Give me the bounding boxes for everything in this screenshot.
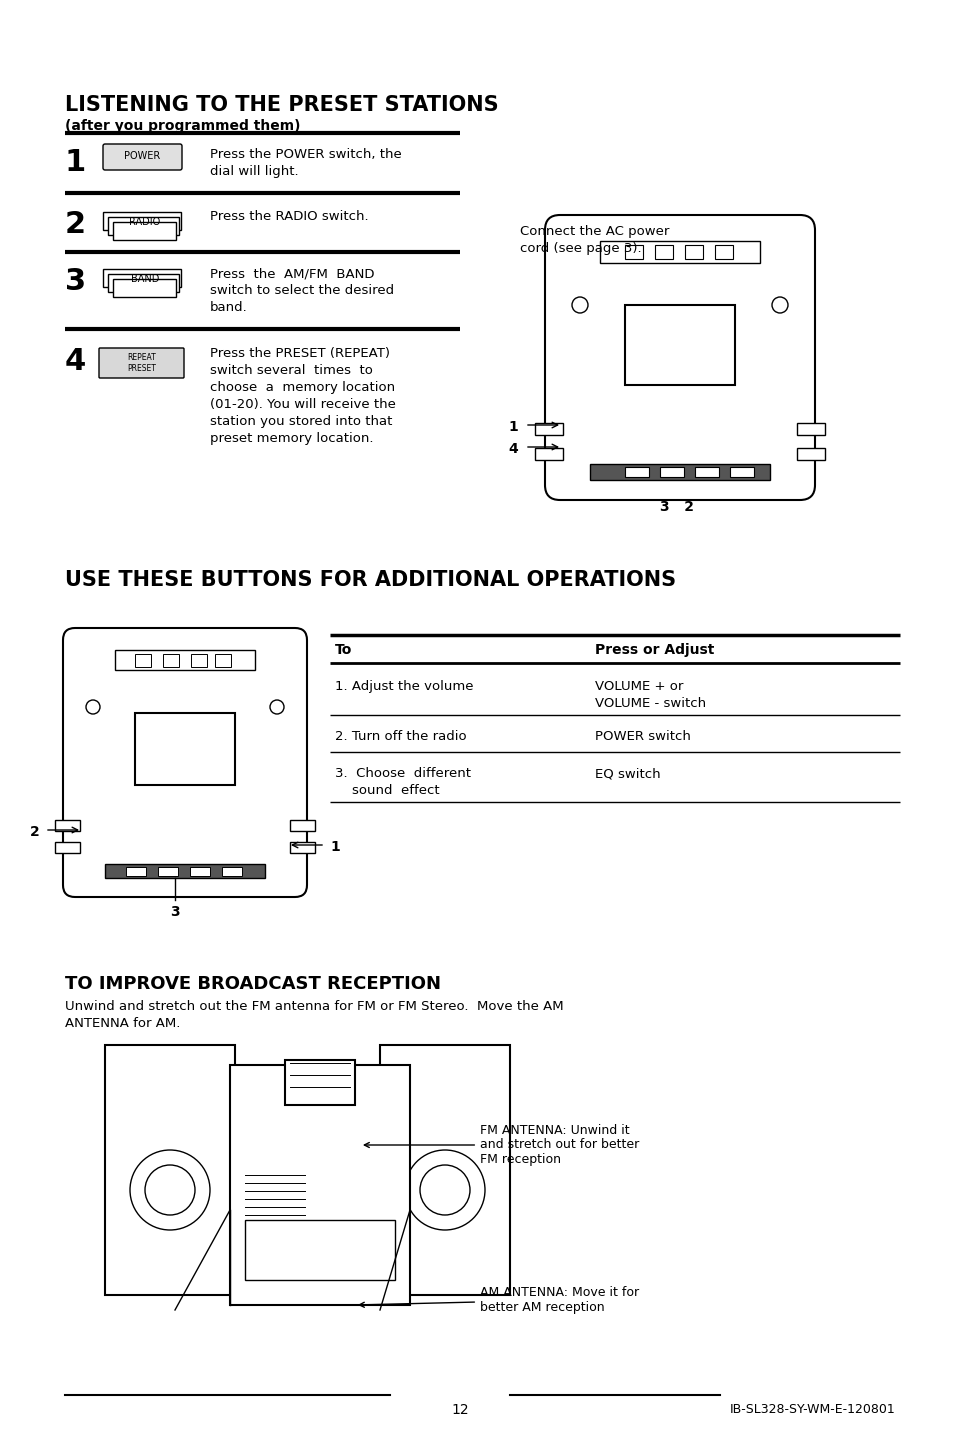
Text: 2: 2: [65, 210, 86, 239]
Bar: [659, 468, 683, 478]
Bar: [55, 842, 80, 854]
Bar: [535, 448, 562, 460]
Bar: [230, 1065, 410, 1306]
Bar: [796, 448, 824, 460]
Circle shape: [405, 1150, 484, 1230]
Text: 3: 3: [65, 267, 86, 296]
Bar: [103, 269, 181, 287]
Bar: [285, 1060, 355, 1105]
Bar: [126, 867, 146, 877]
Text: FM ANTENNA: Unwind it
and stretch out for better
FM reception: FM ANTENNA: Unwind it and stretch out fo…: [364, 1124, 639, 1167]
Circle shape: [145, 1165, 194, 1215]
Text: Connect the AC power
cord (see page 3).: Connect the AC power cord (see page 3).: [519, 225, 669, 255]
Text: Press the RADIO switch.: Press the RADIO switch.: [210, 210, 368, 223]
Bar: [112, 279, 175, 297]
Text: VOLUME + or
VOLUME - switch: VOLUME + or VOLUME - switch: [595, 681, 705, 711]
Bar: [589, 463, 769, 480]
Text: Press or Adjust: Press or Adjust: [595, 644, 714, 656]
Bar: [624, 305, 734, 385]
Text: Unwind and stretch out the FM antenna for FM or FM Stereo.  Move the AM
ANTENNA : Unwind and stretch out the FM antenna fo…: [65, 1000, 563, 1030]
Text: USE THESE BUTTONS FOR ADDITIONAL OPERATIONS: USE THESE BUTTONS FOR ADDITIONAL OPERATI…: [65, 571, 676, 591]
Text: RADIO: RADIO: [130, 217, 160, 227]
Bar: [158, 867, 178, 877]
Text: (after you programmed them): (after you programmed them): [65, 119, 300, 133]
Bar: [135, 654, 151, 666]
Text: EQ switch: EQ switch: [595, 766, 659, 779]
Bar: [105, 1045, 234, 1296]
Text: 2: 2: [30, 825, 40, 839]
Bar: [695, 468, 719, 478]
Text: 3   2: 3 2: [659, 500, 693, 513]
Bar: [655, 245, 672, 259]
Text: 4: 4: [507, 442, 517, 456]
Bar: [108, 217, 178, 235]
Text: Press the POWER switch, the
dial will light.: Press the POWER switch, the dial will li…: [210, 147, 401, 177]
Text: 3.  Choose  different
    sound  effect: 3. Choose different sound effect: [335, 766, 471, 797]
Text: TO IMPROVE BROADCAST RECEPTION: TO IMPROVE BROADCAST RECEPTION: [65, 975, 440, 992]
FancyBboxPatch shape: [544, 214, 814, 500]
Circle shape: [572, 297, 587, 313]
Text: Press the PRESET (REPEAT)
switch several  times  to
choose  a  memory location
(: Press the PRESET (REPEAT) switch several…: [210, 347, 395, 445]
Bar: [624, 245, 642, 259]
Bar: [163, 654, 179, 666]
Bar: [115, 651, 254, 671]
Bar: [599, 242, 760, 263]
Bar: [191, 654, 207, 666]
Text: 4: 4: [65, 347, 86, 376]
Text: POWER: POWER: [124, 152, 160, 162]
Text: AM ANTENNA: Move it for
better AM reception: AM ANTENNA: Move it for better AM recept…: [359, 1286, 639, 1314]
Bar: [112, 222, 175, 240]
Text: IB-SL328-SY-WM-E-120801: IB-SL328-SY-WM-E-120801: [729, 1403, 895, 1416]
Bar: [245, 1220, 395, 1280]
Bar: [103, 212, 181, 230]
FancyBboxPatch shape: [99, 347, 184, 378]
Text: 3: 3: [170, 905, 179, 919]
Text: 1: 1: [507, 420, 517, 433]
Bar: [190, 867, 210, 877]
Text: REPEAT
PRESET: REPEAT PRESET: [127, 353, 155, 373]
Text: 1. Adjust the volume: 1. Adjust the volume: [335, 681, 473, 694]
FancyBboxPatch shape: [63, 628, 307, 897]
Text: LISTENING TO THE PRESET STATIONS: LISTENING TO THE PRESET STATIONS: [65, 94, 498, 114]
Bar: [379, 1045, 510, 1296]
FancyBboxPatch shape: [103, 144, 182, 170]
Bar: [714, 245, 732, 259]
Circle shape: [419, 1165, 470, 1215]
Text: Press  the  AM/FM  BAND
switch to select the desired
band.: Press the AM/FM BAND switch to select th…: [210, 267, 394, 315]
Text: 2. Turn off the radio: 2. Turn off the radio: [335, 729, 466, 744]
Bar: [290, 842, 314, 854]
Text: 1: 1: [65, 147, 86, 177]
Circle shape: [130, 1150, 210, 1230]
Bar: [55, 819, 80, 831]
Bar: [108, 275, 178, 292]
Circle shape: [86, 701, 100, 714]
Bar: [684, 245, 702, 259]
Text: To: To: [335, 644, 352, 656]
Circle shape: [771, 297, 787, 313]
Bar: [105, 864, 265, 878]
Bar: [290, 819, 314, 831]
Text: 12: 12: [451, 1403, 468, 1417]
Bar: [796, 423, 824, 435]
Bar: [535, 423, 562, 435]
Bar: [214, 654, 231, 666]
Circle shape: [270, 701, 284, 714]
Bar: [135, 714, 234, 785]
Bar: [624, 468, 648, 478]
Text: 1: 1: [330, 839, 339, 854]
Text: BAND: BAND: [131, 275, 159, 285]
Bar: [222, 867, 242, 877]
Text: POWER switch: POWER switch: [595, 729, 690, 744]
Bar: [729, 468, 753, 478]
